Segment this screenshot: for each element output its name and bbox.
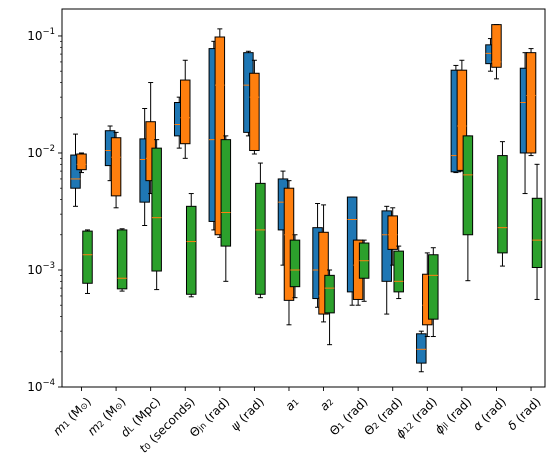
iqr-box xyxy=(185,205,197,295)
box-s3-c10 xyxy=(393,245,404,300)
box-s3-c12 xyxy=(462,135,474,282)
box-s3-c8 xyxy=(324,269,335,346)
box-s3-c11 xyxy=(428,247,439,338)
box-s2-c12 xyxy=(456,59,468,172)
box-s2-c8 xyxy=(318,204,329,323)
iqr-box xyxy=(220,139,232,247)
box-s3-c7 xyxy=(289,234,301,299)
box-s3-c1 xyxy=(82,229,93,294)
iqr-box xyxy=(249,72,260,151)
category-label-12: ϕjl (rad) xyxy=(432,394,474,436)
box-s2-c13 xyxy=(491,24,502,80)
box-s1-c11 xyxy=(416,330,427,373)
iqr-box xyxy=(387,215,398,250)
box-s3-c4 xyxy=(185,193,197,298)
iqr-box xyxy=(318,231,329,315)
box-s3-c2 xyxy=(116,228,128,292)
iqr-box xyxy=(428,254,439,320)
iqr-box xyxy=(497,155,508,254)
box-s3-c13 xyxy=(497,141,508,267)
iqr-box xyxy=(456,69,468,171)
category-label-13: α (rad) xyxy=(470,394,509,433)
box-s3-c6 xyxy=(255,162,266,299)
box-s2-c4 xyxy=(179,59,191,159)
iqr-box xyxy=(82,230,93,284)
y-tick-label: 10−2 xyxy=(27,144,55,160)
iqr-box xyxy=(255,182,266,295)
iqr-box xyxy=(491,24,502,68)
box-s3-c5 xyxy=(220,135,232,282)
box-s3-c9 xyxy=(358,239,370,302)
iqr-box xyxy=(151,147,162,272)
y-tick-label: 10−1 xyxy=(27,27,55,43)
iqr-box xyxy=(393,250,404,293)
iqr-box xyxy=(116,229,128,290)
box-s3-c3 xyxy=(151,139,162,291)
y-tick-label: 10−4 xyxy=(27,378,55,394)
iqr-box xyxy=(179,79,191,145)
category-label-6: ψ (rad) xyxy=(228,394,267,433)
box-s2-c1 xyxy=(76,152,87,174)
box-s2-c10 xyxy=(387,207,398,266)
box-s2-c6 xyxy=(249,59,260,155)
box-s2-c14 xyxy=(525,48,537,157)
category-label-8: a2 xyxy=(317,394,336,413)
iqr-box xyxy=(416,333,427,364)
iqr-box xyxy=(462,135,474,236)
axes-frame xyxy=(61,8,546,388)
box-s1-c1 xyxy=(70,133,81,207)
box-s3-c14 xyxy=(531,163,543,300)
iqr-box xyxy=(76,153,87,171)
iqr-box xyxy=(531,197,543,269)
iqr-box xyxy=(324,274,335,314)
y-tick-label: 10−3 xyxy=(27,261,55,277)
iqr-box xyxy=(70,154,81,189)
box-s2-c2 xyxy=(110,131,122,209)
plot-area xyxy=(70,24,543,373)
category-label-14: δ (rad) xyxy=(505,394,543,432)
iqr-box xyxy=(110,137,122,197)
iqr-box xyxy=(289,239,301,288)
iqr-box xyxy=(525,52,537,154)
category-label-7: a1 xyxy=(282,394,301,413)
